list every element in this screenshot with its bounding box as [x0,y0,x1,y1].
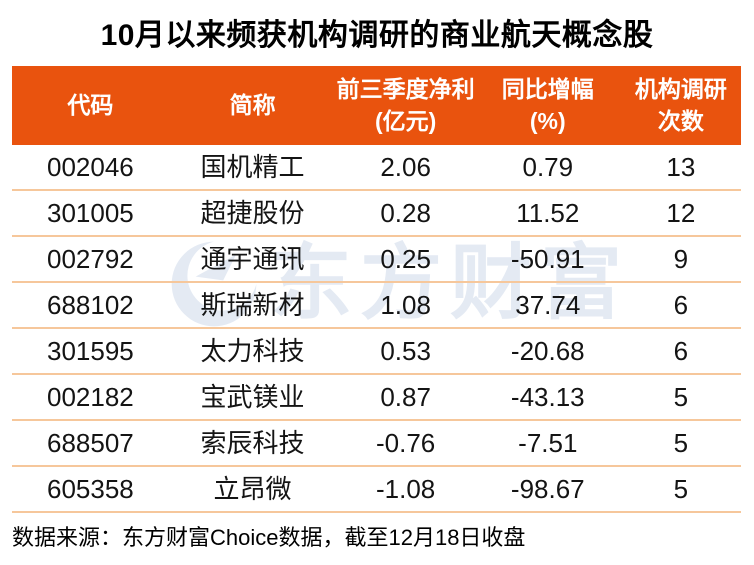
stock-code-cell: 688102 [46,290,134,320]
col-header-line: 简称 [229,91,276,118]
table-row: 002046 国机精工 2.06 0.79 13 [12,145,741,191]
col-header-survey-count: 机构调研 次数 [621,66,741,145]
yoy-change-cell: 37.74 [515,290,581,320]
yoy-change-cell: 11.52 [516,198,580,228]
col-header-name: 简称 [169,66,337,145]
net-profit-cell: 2.06 [380,152,431,182]
stock-code-cell: 301595 [46,336,134,366]
stock-code-cell: 002046 [46,152,134,182]
yoy-change-cell: -50.91 [510,244,585,274]
survey-count-cell: 5 [673,474,689,504]
stock-name-cell: 宝武镁业 [200,382,305,412]
survey-count-cell: 5 [673,428,689,458]
net-profit-cell: -0.76 [376,428,436,458]
col-header-line: 次数 [657,107,704,134]
col-header-yoy-change: 同比增幅 (%) [475,66,621,145]
stock-code-cell: 301005 [46,198,134,228]
net-profit-cell: 0.87 [380,382,431,412]
survey-count-cell: 5 [673,382,689,412]
table-row: 605358 立昂微 -1.08 -98.67 5 [12,467,741,513]
table-row: 688507 索辰科技 -0.76 -7.51 5 [12,421,741,467]
stock-code-cell: 688507 [46,428,134,458]
stock-name-cell: 国机精工 [200,152,305,182]
stock-name-cell: 索辰科技 [200,428,305,458]
yoy-change-cell: -20.68 [510,336,585,366]
table-row: 002182 宝武镁业 0.87 -43.13 5 [12,375,741,421]
stock-name-cell: 斯瑞新材 [200,290,305,320]
table-row: 301595 太力科技 0.53 -20.68 6 [12,329,741,375]
survey-count-cell: 6 [673,290,689,320]
net-profit-cell: 1.08 [380,290,431,320]
col-header-code: 代码 [12,66,169,145]
yoy-change-cell: 0.79 [522,152,574,182]
stock-name-cell: 超捷股份 [200,198,305,228]
page-title: 10月以来频获机构调研的商业航天概念股 [100,19,654,52]
table-header-row: 代码 简称 前三季度净利 (亿元) 同比增幅 (%) 机构调研 次数 [12,66,741,145]
survey-count-cell: 9 [673,244,689,274]
col-header-line: (%) [529,107,566,134]
net-profit-cell: 0.53 [380,336,431,366]
table-body: 002046 国机精工 2.06 0.79 13 301005 超捷股份 0.2… [12,145,741,513]
stock-name-cell: 太力科技 [200,336,305,366]
net-profit-cell: 0.25 [380,244,431,274]
stock-name-cell: 立昂微 [213,474,292,504]
table-row: 002792 通宇通讯 0.25 -50.91 9 [12,237,741,283]
net-profit-cell: -1.08 [376,474,436,504]
survey-count-cell: 13 [666,152,696,182]
survey-count-cell: 6 [673,336,689,366]
yoy-change-cell: -7.51 [518,428,578,458]
stock-code-cell: 002182 [46,382,134,412]
yoy-change-cell: -98.67 [510,474,585,504]
survey-count-cell: 12 [666,198,696,228]
source-note: 数据来源：东方财富Choice数据，截至12月18日收盘 [12,525,526,550]
col-header-line: 代码 [67,91,114,118]
table-row: 301005 超捷股份 0.28 11.52 12 [12,191,741,237]
col-header-line: 前三季度净利 [336,76,475,103]
net-profit-cell: 0.28 [380,198,431,228]
stock-code-cell: 002792 [46,244,134,274]
col-header-line: 同比增幅 [501,76,594,103]
col-header-net-profit: 前三季度净利 (亿元) [336,66,475,145]
stock-code-cell: 605358 [46,474,134,504]
stock-table: 代码 简称 前三季度净利 (亿元) 同比增幅 (%) 机构调研 次数 00204… [12,66,741,513]
col-header-line: 机构调研 [634,76,727,103]
table-row: 688102 斯瑞新材 1.08 37.74 6 [12,283,741,329]
col-header-line: (亿元) [374,107,437,134]
yoy-change-cell: -43.13 [510,382,585,412]
stock-name-cell: 通宇通讯 [200,244,305,274]
